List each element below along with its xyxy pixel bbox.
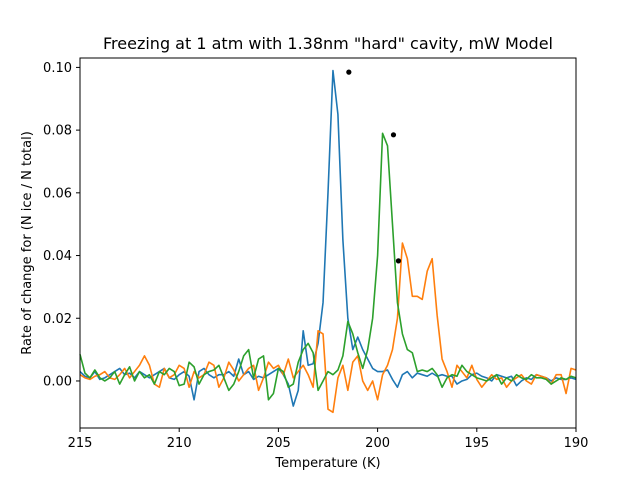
y-tick-label: 0.10: [43, 61, 72, 76]
series-line-3: [79, 132, 577, 401]
y-tick-label: 0.00: [43, 374, 72, 389]
marker-layer: [346, 69, 402, 264]
x-tick-label: 210: [167, 436, 192, 451]
plot-area: [79, 57, 577, 429]
peak-marker-3: [395, 258, 402, 264]
plot-frame: [79, 57, 577, 429]
y-tick-label: 0.06: [43, 186, 72, 201]
x-axis: 215 210 205 200 195 190: [68, 428, 589, 451]
x-tick-label: 190: [564, 436, 589, 451]
y-tick-label: 0.04: [43, 249, 72, 264]
x-axis-label: Temperature (K): [274, 456, 380, 471]
y-tick-label: 0.08: [43, 124, 72, 139]
y-axis: 0.00 0.02 0.04 0.06 0.08 0.10: [43, 61, 80, 389]
chart-title: Freezing at 1 atm with 1.38nm "hard" cav…: [103, 34, 553, 53]
series-line-1: [79, 69, 577, 407]
y-tick-label: 0.02: [43, 312, 72, 327]
peak-marker-2: [390, 132, 397, 138]
x-tick-label: 205: [266, 436, 291, 451]
series-layer: [79, 69, 577, 414]
plot-background: [80, 58, 576, 428]
x-tick-label: 195: [464, 436, 489, 451]
x-tick-label: 215: [68, 436, 93, 451]
y-axis-label: Rate of change for (N ice / N total): [20, 131, 35, 355]
peak-marker-1: [346, 69, 352, 75]
x-tick-label: 200: [365, 436, 390, 451]
